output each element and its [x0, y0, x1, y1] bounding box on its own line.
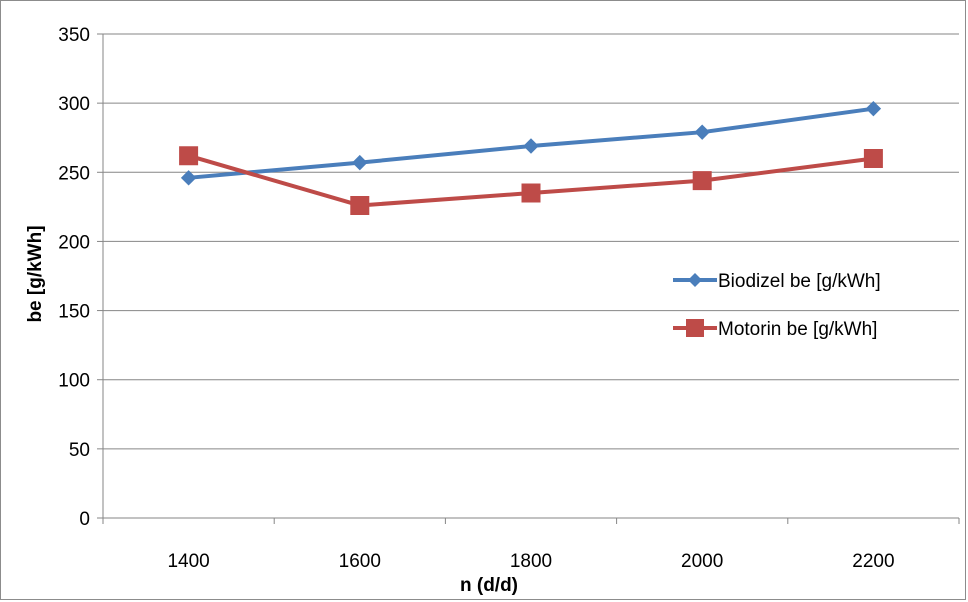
gridlines [103, 33, 959, 450]
series-lines [179, 100, 883, 215]
legend-item-biodizel: Biodizel be [g/kWh] [673, 271, 881, 292]
data-point [694, 124, 710, 140]
legend: Biodizel be [g/kWh] Motorin be [g/kWh] [673, 271, 881, 340]
x-tick-label: 1400 [167, 551, 209, 572]
x-tick-label: 2200 [852, 551, 894, 572]
y-tick-label: 250 [58, 163, 90, 184]
data-point [523, 138, 539, 154]
data-point [863, 148, 883, 168]
y-tick-label: 300 [58, 94, 90, 115]
data-point [692, 171, 712, 191]
y-tick-label: 350 [58, 25, 90, 46]
axes [97, 33, 960, 524]
legend-label: Biodizel be [g/kWh] [718, 271, 881, 292]
data-point [179, 146, 199, 166]
y-tick-label: 50 [69, 440, 90, 461]
x-tick-label: 2000 [681, 551, 723, 572]
tick-labels: 0 50 100 150 200 250 300 350 1400 1600 1800 2000 220… [58, 25, 894, 572]
data-point [350, 195, 370, 215]
y-tick-label: 100 [58, 371, 90, 392]
series-biodizel [180, 100, 882, 186]
x-tick-label: 1800 [510, 551, 552, 572]
y-tick-label: 150 [58, 302, 90, 323]
x-tick-label: 1600 [339, 551, 381, 572]
legend-swatch-marker [686, 319, 704, 337]
y-tick-label: 0 [79, 509, 90, 530]
data-point [865, 100, 882, 117]
x-axis-title: n (d/d) [460, 575, 518, 596]
legend-label: Motorin be [g/kWh] [718, 319, 877, 340]
data-point [352, 154, 368, 171]
data-point [180, 170, 197, 186]
y-tick-label: 200 [58, 232, 90, 253]
series-motorin [179, 146, 883, 215]
y-axis-title: be [g/kWh] [25, 225, 46, 322]
data-point [521, 183, 541, 203]
legend-item-motorin: Motorin be [g/kWh] [673, 319, 877, 340]
legend-swatch-marker [688, 273, 702, 287]
